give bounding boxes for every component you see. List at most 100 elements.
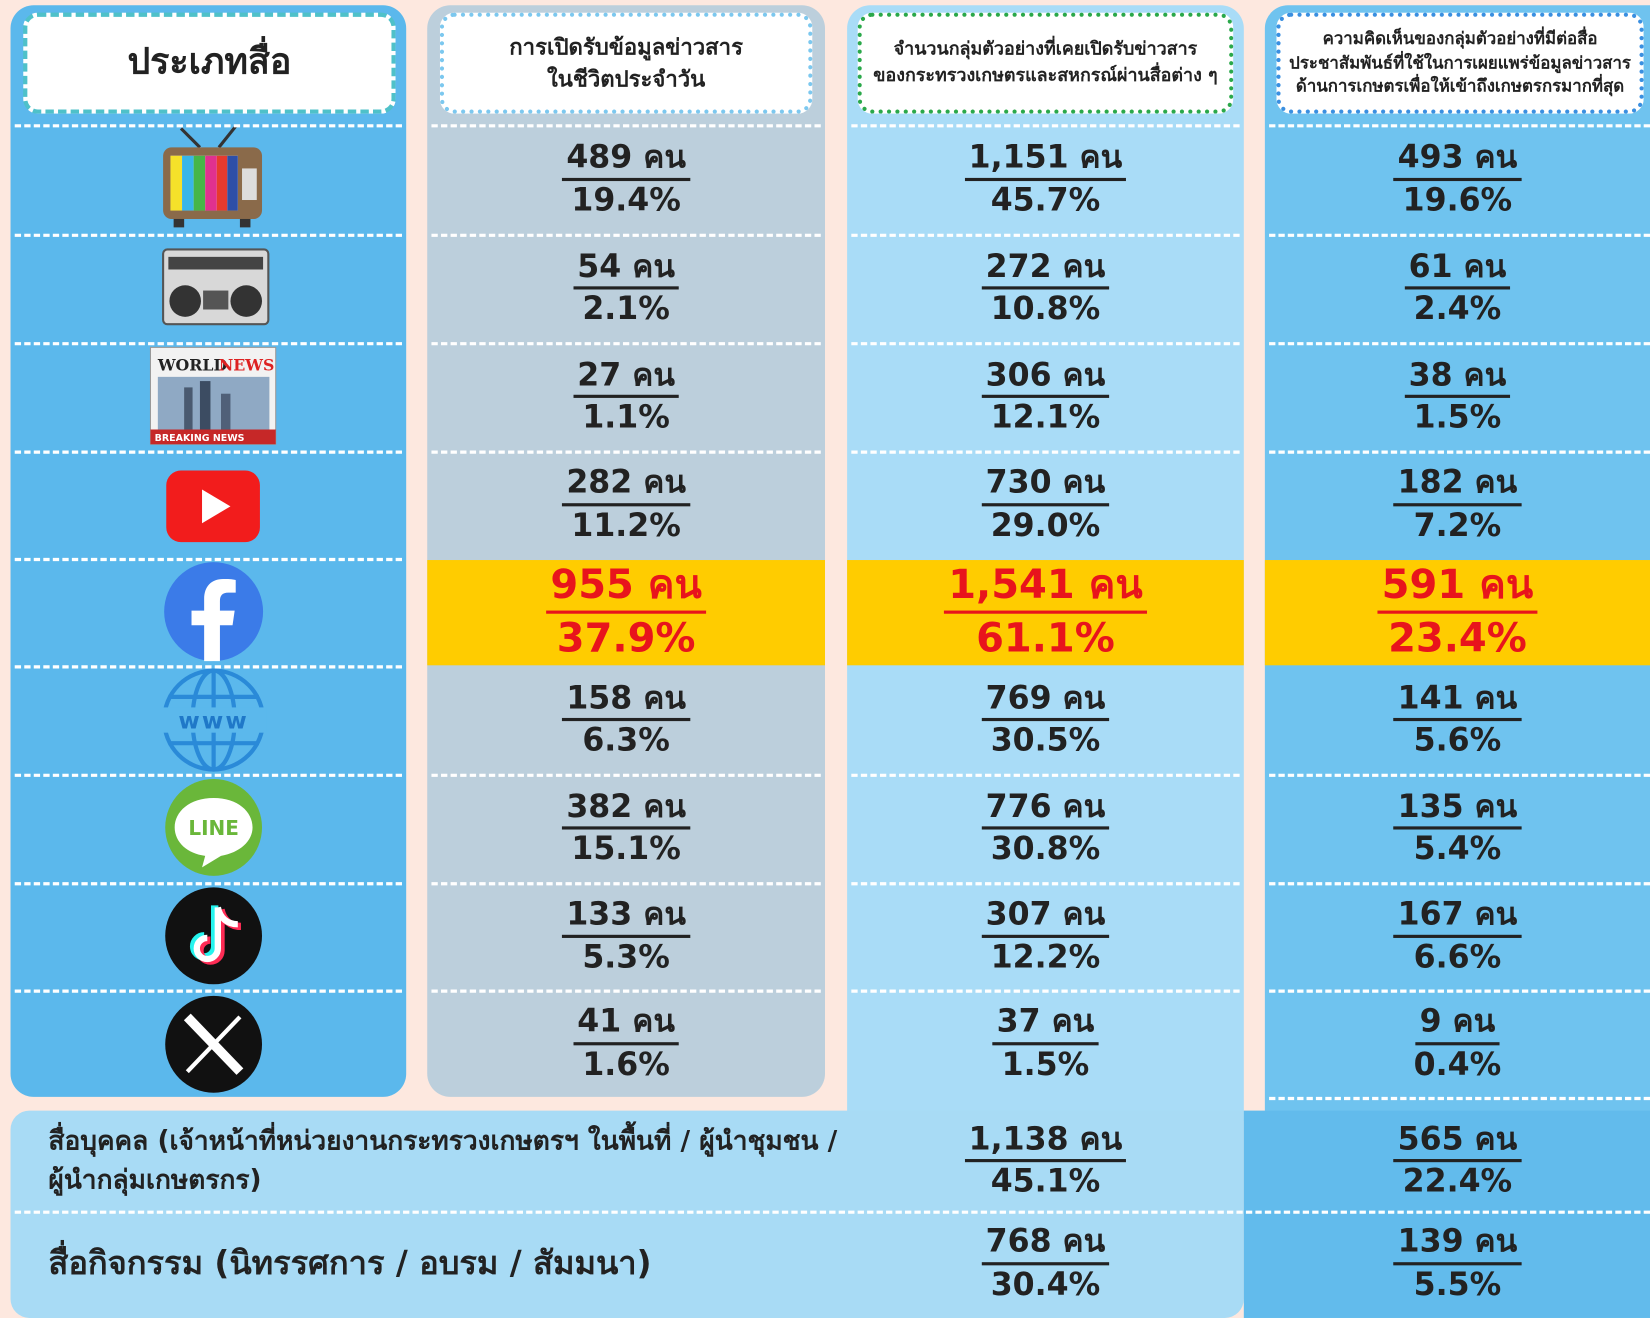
percent: 1.6% <box>582 1045 670 1083</box>
percent: 30.5% <box>990 722 1101 759</box>
radio-icon <box>162 248 270 326</box>
percent: 45.7% <box>990 181 1101 219</box>
count: 27 คน <box>573 355 680 398</box>
row-separator <box>431 233 821 237</box>
value-cell: 158 คน 6.3% <box>427 665 825 773</box>
value-cell: 27 คน 1.1% <box>427 342 825 450</box>
value-cell: 955 คน 37.9% <box>427 558 825 665</box>
value-cell: 306 คน 12.1% <box>847 342 1244 450</box>
count: 141 คน <box>1393 678 1522 722</box>
daily-column <box>427 5 826 1097</box>
value-cell: 591 คน 23.4% <box>1265 558 1650 665</box>
percent: 5.5% <box>1413 1265 1502 1303</box>
count: 591 คน <box>1377 560 1538 614</box>
percent: 30.8% <box>990 830 1101 868</box>
row-separator <box>1269 1096 1650 1101</box>
value-cell: 135 คน 5.4% <box>1265 774 1650 882</box>
value-cell: 38 คน 1.5% <box>1265 342 1650 450</box>
header-opinion: ความคิดเห็นของกลุ่มตัวอย่างที่มีต่อสื่อ … <box>1276 12 1644 114</box>
label-line: สื่อบุคคล (เจ้าหน้าที่หน่วยงานกระทรวงเกษ… <box>48 1125 838 1157</box>
count: 1,151 คน <box>964 138 1127 181</box>
row-separator <box>851 882 1240 886</box>
icon-text: WORLD <box>157 356 228 375</box>
row-separator <box>431 450 821 454</box>
percent: 6.6% <box>1413 938 1502 976</box>
value-cell: 37 คน 1.5% <box>847 990 1244 1097</box>
header-text: ในชีวิตประจำวัน <box>546 66 706 92</box>
count: 776 คน <box>981 787 1110 830</box>
newspaper-icon: WORLD NEWS BREAKING NEWS <box>149 346 277 445</box>
count: 768 คน <box>981 1222 1110 1265</box>
row-separator <box>14 233 402 237</box>
row-separator <box>1269 342 1650 346</box>
value-cell: 139 คน 5.5% <box>1265 1211 1650 1316</box>
row-separator <box>14 1210 1650 1214</box>
row-separator <box>1269 124 1650 128</box>
row-separator <box>14 124 402 128</box>
percent: 61.1% <box>976 614 1115 661</box>
percent: 6.3% <box>582 722 670 759</box>
percent: 11.2% <box>571 506 681 544</box>
row-separator <box>431 342 821 346</box>
value-cell: 1,151 คน 45.7% <box>847 124 1244 233</box>
count: 955 คน <box>546 560 707 614</box>
percent: 2.1% <box>582 290 670 328</box>
row-separator <box>1269 450 1650 454</box>
percent: 2.4% <box>1413 290 1502 328</box>
count: 282 คน <box>562 463 691 506</box>
value-cell: 141 คน 5.6% <box>1265 665 1650 773</box>
line-icon: LINE <box>165 778 263 876</box>
row-separator <box>1269 882 1650 886</box>
row-separator <box>431 773 821 777</box>
header-text: ของกระทรวงเกษตรและสหกรณ์ผ่านสื่อต่าง ๆ <box>873 65 1218 87</box>
percent: 23.4% <box>1388 614 1527 661</box>
row-separator <box>851 233 1240 237</box>
youtube-icon <box>166 470 260 543</box>
percent: 37.9% <box>556 614 696 661</box>
row-separator <box>851 989 1240 993</box>
count: 167 คน <box>1393 895 1522 938</box>
web-icon: www <box>161 668 267 772</box>
tv-icon <box>163 125 263 228</box>
row-separator <box>14 882 402 886</box>
row-separator <box>14 989 402 993</box>
value-cell: 769 คน 30.5% <box>847 665 1244 773</box>
value-cell: 776 คน 30.8% <box>847 774 1244 882</box>
other-media-panel <box>10 1110 1244 1318</box>
icon-text: LINE <box>188 816 239 840</box>
row-separator <box>851 773 1240 777</box>
row-separator <box>1269 773 1650 777</box>
count: 565 คน <box>1393 1120 1522 1163</box>
row-separator <box>851 342 1240 346</box>
icon-text: www <box>178 708 248 734</box>
value-cell: 282 คน 11.2% <box>427 451 825 558</box>
percent: 12.1% <box>990 398 1101 436</box>
value-cell: 307 คน 12.2% <box>847 882 1244 989</box>
count: 306 คน <box>981 355 1110 398</box>
value-cell: 768 คน 30.4% <box>847 1211 1244 1316</box>
row-separator <box>851 450 1240 454</box>
label-line: ผู้นำกลุ่มเกษตรกร) <box>48 1163 262 1195</box>
percent: 45.1% <box>990 1163 1101 1201</box>
percent: 30.4% <box>990 1265 1101 1303</box>
count: 135 คน <box>1393 787 1522 830</box>
count: 1,541 คน <box>943 560 1147 614</box>
tiktok-icon <box>165 887 263 985</box>
value-cell: 489 คน 19.4% <box>427 124 825 233</box>
row-separator <box>431 882 821 886</box>
count: 139 คน <box>1393 1222 1522 1265</box>
count: 37 คน <box>992 1002 1099 1045</box>
header-text: การเปิดรับข้อมูลข่าวสาร <box>509 34 743 60</box>
value-cell: 730 คน 29.0% <box>847 451 1244 558</box>
header-daily: การเปิดรับข้อมูลข่าวสาร ในชีวิตประจำวัน <box>439 12 813 114</box>
row-separator <box>1269 233 1650 237</box>
header-text: ประเภทสื่อ <box>127 41 292 84</box>
header-text: ความคิดเห็นของกลุ่มตัวอย่างที่มีต่อสื่อ <box>1322 28 1598 49</box>
header-ministry: จำนวนกลุ่มตัวอย่างที่เคยเปิดรับข่าวสาร ข… <box>857 12 1234 114</box>
row-separator <box>1269 989 1650 993</box>
percent: 5.3% <box>582 938 670 976</box>
percent: 0.4% <box>1413 1045 1502 1083</box>
count: 61 คน <box>1404 247 1511 290</box>
